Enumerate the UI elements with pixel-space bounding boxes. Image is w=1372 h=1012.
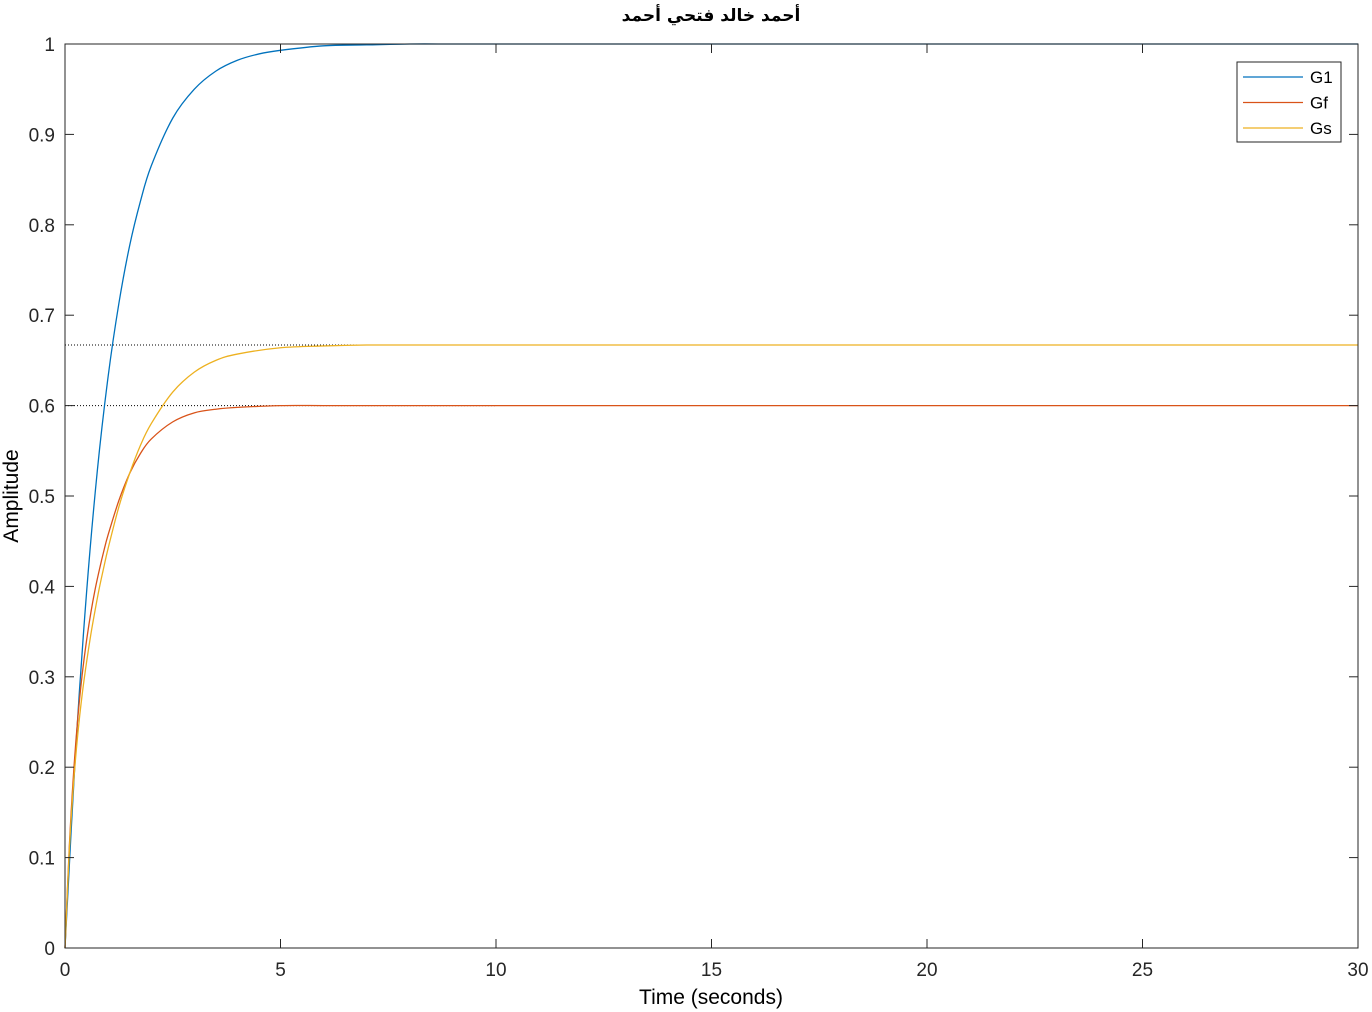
series-line-gs: [64, 344, 1358, 949]
y-tick-label: 0.6: [29, 397, 55, 418]
y-tick-label: 1: [44, 35, 55, 56]
y-tick-label: 0.3: [29, 668, 55, 689]
x-tick-label: 15: [701, 960, 722, 981]
axes-box: [64, 43, 1359, 949]
y-axis-label: Amplitude: [0, 449, 23, 542]
x-tick-labels: 0 5 10 15 20 25 30: [60, 960, 1369, 981]
y-tick-label: 0.9: [29, 125, 55, 146]
y-tick-label: 0.1: [29, 849, 55, 870]
x-tick-label: 0: [60, 960, 71, 981]
y-tick-label: 0.8: [29, 216, 55, 237]
legend-label-gs: Gs: [1310, 119, 1332, 138]
plot-area: [65, 44, 1358, 948]
y-tick-label: 0: [44, 939, 55, 960]
x-tick-label: 5: [275, 960, 286, 981]
x-tick-label: 25: [1132, 960, 1153, 981]
x-tick-label: 30: [1347, 960, 1368, 981]
legend[interactable]: G1 Gf Gs: [1236, 61, 1342, 143]
y-tick-label: 0.5: [29, 487, 55, 508]
x-tick-label: 20: [916, 960, 937, 981]
y-tick-label: 0.2: [29, 758, 55, 779]
legend-label-gf: Gf: [1310, 94, 1328, 113]
y-tick-label: 0.7: [29, 306, 55, 327]
legend-label-g1: G1: [1310, 68, 1333, 87]
axis-ticks: [64, 43, 1359, 949]
legend-entries: G1 Gf Gs: [1243, 68, 1333, 138]
y-tick-label: 0.4: [29, 577, 56, 598]
chart-title: أحمد خالد فتحي أحمد: [622, 4, 801, 26]
x-tick-label: 10: [485, 960, 506, 981]
y-tick-labels: 0 0.1 0.2 0.3 0.4 0.5 0.6 0.7 0.8 0.9 1: [29, 35, 56, 960]
series-line-gf: [64, 404, 1358, 949]
x-axis-label: Time (seconds): [639, 986, 783, 1009]
